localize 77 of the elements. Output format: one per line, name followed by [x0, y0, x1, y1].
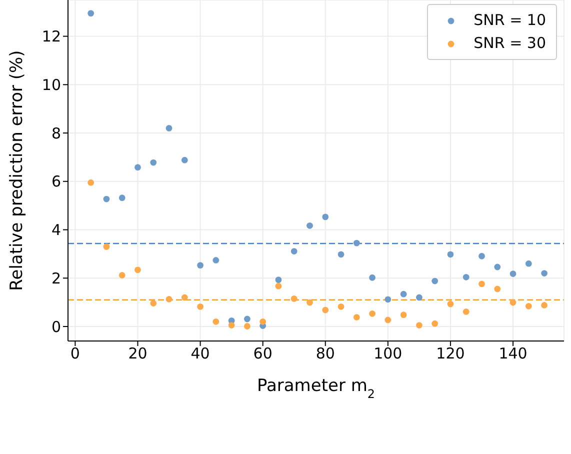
point: [416, 294, 422, 301]
point: [197, 303, 204, 310]
x-tick-label: 140: [498, 344, 528, 363]
y-tick-label: 8: [51, 124, 61, 142]
point: [228, 322, 235, 328]
point: [400, 290, 407, 298]
point: [134, 266, 141, 274]
point: [447, 251, 454, 258]
point: [462, 274, 470, 280]
point: [197, 262, 204, 269]
point: [369, 310, 376, 317]
point: [103, 243, 110, 250]
point: [134, 164, 141, 171]
point: [525, 260, 532, 267]
legend-label: SNR = 10: [474, 10, 546, 31]
point: [103, 196, 110, 202]
point: [353, 240, 360, 246]
point: [88, 10, 94, 16]
point: [118, 194, 126, 202]
point: [150, 159, 157, 166]
x-tick-label: 0: [70, 344, 80, 363]
point: [290, 295, 298, 302]
point: [353, 314, 360, 320]
point: [88, 179, 94, 186]
point: [212, 257, 220, 264]
point: [166, 296, 172, 302]
point: [369, 274, 376, 281]
y-tick-label: 0: [51, 318, 61, 336]
x-tick-label: 40: [190, 344, 210, 363]
y-tick-label: 2: [51, 269, 61, 288]
point: [260, 318, 266, 325]
point: [306, 222, 313, 229]
x-tick-label: 80: [316, 344, 335, 363]
point: [212, 318, 220, 325]
point: [478, 252, 485, 260]
y-tick-label: 12: [42, 28, 61, 46]
point: [244, 323, 250, 330]
y-axis-title: Relative prediction error (%): [7, 50, 27, 291]
point: [166, 124, 172, 132]
y-tick-label: 10: [42, 76, 61, 94]
point: [275, 276, 282, 284]
point: [384, 316, 392, 324]
y-tick-label: 6: [51, 172, 61, 191]
point: [181, 156, 188, 164]
point: [432, 278, 438, 284]
point: [494, 286, 501, 292]
point: [541, 302, 548, 308]
point: [384, 296, 392, 303]
point: [290, 248, 298, 254]
point: [338, 251, 344, 258]
x-tick-label: 20: [128, 344, 148, 363]
x-tick-label: 100: [374, 344, 402, 363]
point: [322, 306, 329, 314]
point: [244, 316, 250, 322]
point: [447, 300, 454, 308]
point: [541, 270, 548, 276]
point: [510, 270, 516, 277]
point: [525, 302, 532, 310]
x-tick-label: 120: [436, 344, 465, 363]
point: [338, 303, 344, 310]
point: [432, 320, 438, 327]
x-tick-label: 60: [253, 344, 272, 363]
point: [306, 299, 313, 306]
y-tick-label: 4: [51, 221, 61, 240]
point: [510, 299, 516, 306]
point: [275, 282, 282, 290]
point: [118, 272, 126, 278]
legend-label: SNR = 30: [474, 33, 546, 54]
point: [416, 322, 422, 328]
point: [462, 308, 470, 315]
point: [494, 264, 501, 270]
point: [150, 300, 157, 306]
point: [478, 280, 485, 288]
point: [322, 214, 329, 220]
point: [400, 312, 407, 318]
point: [181, 294, 188, 301]
x-axis-title: Parameter m$_{2}$: [257, 376, 375, 401]
